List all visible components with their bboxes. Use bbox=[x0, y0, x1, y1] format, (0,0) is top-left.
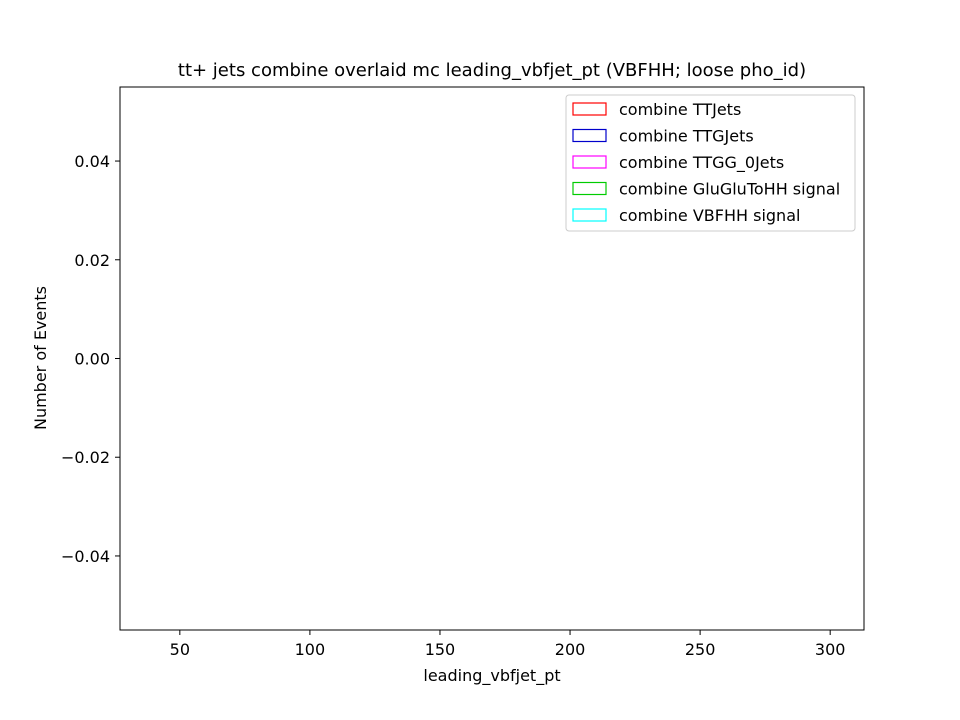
legend-box bbox=[565, 94, 856, 232]
legend-label: combine TTGJets bbox=[619, 127, 754, 146]
y-axis-ticks: −0.04 −0.02 0.00 0.02 0.04 bbox=[61, 152, 120, 566]
x-tick-label: 300 bbox=[815, 640, 846, 659]
x-tick-label: 150 bbox=[425, 640, 456, 659]
legend-swatch bbox=[572, 208, 607, 222]
x-tick-label: 50 bbox=[170, 640, 190, 659]
x-tick-label: 200 bbox=[555, 640, 586, 659]
legend-label: combine TTGG_0Jets bbox=[619, 153, 784, 173]
y-tick-label: −0.02 bbox=[61, 448, 110, 467]
y-tick-label: 0.04 bbox=[74, 152, 110, 171]
legend-swatch bbox=[572, 128, 607, 143]
legend-swatch bbox=[572, 155, 607, 169]
legend-swatch bbox=[572, 102, 607, 116]
plot-area bbox=[119, 86, 865, 631]
y-axis-label: Number of Events bbox=[31, 286, 50, 430]
x-axis-ticks: 50 100 150 200 250 300 bbox=[170, 630, 846, 659]
legend-label: combine TTJets bbox=[619, 100, 741, 119]
legend-label: combine GluGluToHH signal bbox=[619, 180, 840, 199]
chart-title: tt+ jets combine overlaid mc leading_vbf… bbox=[178, 60, 806, 81]
y-tick-label: −0.04 bbox=[61, 547, 110, 566]
legend: combine TTJets combine TTGJets combine TTG… bbox=[565, 94, 856, 232]
x-axis-label: leading_vbfjet_pt bbox=[423, 666, 560, 686]
legend-swatch bbox=[572, 181, 607, 196]
y-tick-label: 0.00 bbox=[74, 350, 110, 369]
y-tick-label: 0.02 bbox=[74, 251, 110, 270]
x-tick-label: 100 bbox=[295, 640, 326, 659]
legend-label: combine VBFHH signal bbox=[619, 206, 800, 225]
legend-entries: combine TTJets combine TTGJets combine TTG… bbox=[572, 100, 840, 225]
x-tick-label: 250 bbox=[685, 640, 716, 659]
